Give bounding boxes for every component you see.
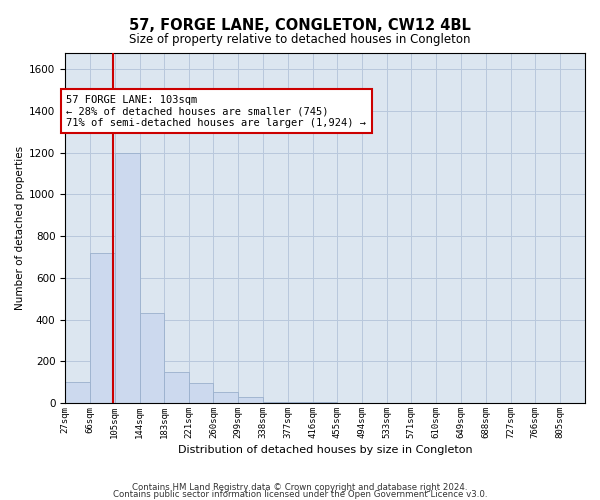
Bar xyxy=(140,314,164,403)
Text: Contains public sector information licensed under the Open Government Licence v3: Contains public sector information licen… xyxy=(113,490,487,499)
Bar xyxy=(65,382,90,403)
X-axis label: Distribution of detached houses by size in Congleton: Distribution of detached houses by size … xyxy=(178,445,472,455)
Text: Contains HM Land Registry data © Crown copyright and database right 2024.: Contains HM Land Registry data © Crown c… xyxy=(132,484,468,492)
Text: 57 FORGE LANE: 103sqm
← 28% of detached houses are smaller (745)
71% of semi-det: 57 FORGE LANE: 103sqm ← 28% of detached … xyxy=(67,94,367,128)
Bar xyxy=(238,397,263,403)
Bar xyxy=(214,392,238,403)
Bar xyxy=(313,402,337,403)
Bar xyxy=(90,253,115,403)
Text: 57, FORGE LANE, CONGLETON, CW12 4BL: 57, FORGE LANE, CONGLETON, CW12 4BL xyxy=(129,18,471,32)
Text: Size of property relative to detached houses in Congleton: Size of property relative to detached ho… xyxy=(129,32,471,46)
Bar xyxy=(288,402,313,403)
Bar xyxy=(115,152,140,403)
Bar xyxy=(164,372,189,403)
Y-axis label: Number of detached properties: Number of detached properties xyxy=(15,146,25,310)
Bar xyxy=(188,383,214,403)
Bar xyxy=(263,402,288,403)
